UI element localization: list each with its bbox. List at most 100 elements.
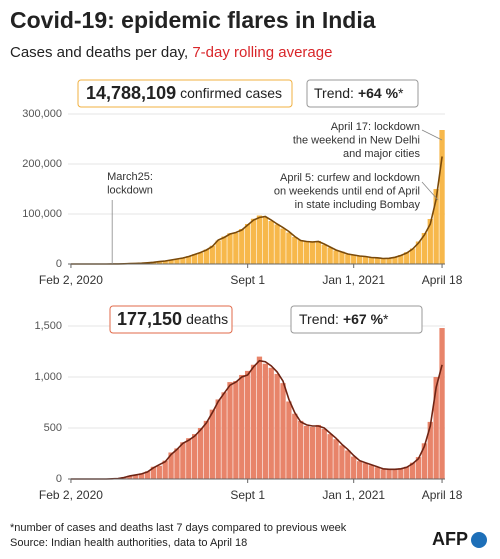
bar — [327, 434, 333, 479]
bar — [439, 328, 445, 479]
bar — [333, 250, 339, 264]
bar — [262, 363, 268, 479]
bar — [303, 425, 310, 479]
bar — [404, 252, 410, 264]
bar — [409, 248, 416, 264]
plot: 0 500 1,000 1,500 Feb 2, 2020 Sept 1 Jan 1, 20… — [34, 320, 462, 502]
subtitle-highlight: 7-day rolling average — [192, 44, 332, 61]
bar — [274, 373, 280, 479]
bar — [150, 466, 157, 479]
bar — [233, 381, 239, 479]
bar — [439, 130, 445, 264]
annotation: on weekends until end of April — [274, 185, 420, 197]
annotation: April 17: lockdown — [331, 121, 420, 133]
bar — [215, 240, 221, 264]
x-tick-label: Feb 2, 2020 — [39, 273, 103, 287]
bar — [203, 420, 210, 479]
bar — [168, 259, 174, 264]
bar — [203, 249, 210, 264]
trend-box — [306, 79, 419, 108]
y-tick-label: 1,500 — [34, 320, 62, 332]
annotation: March25: — [107, 171, 153, 183]
bar — [256, 356, 263, 479]
rolling-average-line — [70, 359, 443, 480]
trend-value: +64 % — [358, 85, 399, 101]
bar — [286, 401, 292, 479]
plot: 0 100,000 200,000 300,000 Feb 2, 2020 Sept 1 J… — [22, 108, 462, 287]
annotation-pointer — [421, 129, 443, 141]
bar — [368, 257, 375, 264]
bar — [356, 256, 363, 264]
bar — [127, 475, 133, 479]
bar — [368, 465, 375, 479]
bar — [256, 215, 263, 264]
bar — [386, 258, 392, 264]
subtitle: Cases and deaths per day, 7-day rolling … — [10, 44, 332, 61]
bar — [227, 382, 233, 479]
bar — [209, 409, 215, 479]
bar — [309, 426, 316, 479]
bar — [197, 428, 204, 479]
bar — [392, 257, 398, 264]
bar — [162, 260, 168, 264]
bar — [274, 224, 280, 264]
total: 177,150 — [117, 309, 182, 329]
bar — [333, 439, 339, 479]
bar — [239, 229, 245, 264]
bar — [298, 420, 304, 479]
annotation: the weekend in New Delhi — [293, 134, 420, 146]
x-tick-label: Sept 1 — [230, 273, 265, 287]
bar — [186, 256, 192, 264]
bar — [421, 233, 428, 264]
trend-text: Trend: +67 %* — [299, 311, 389, 327]
footnote: *number of cases and deaths last 7 days … — [10, 522, 347, 534]
bar — [315, 424, 322, 479]
bar — [191, 434, 198, 479]
y-tick-label: 500 — [44, 422, 62, 434]
bar — [433, 189, 439, 264]
bar — [415, 241, 422, 264]
x-tick-label: Sept 1 — [230, 488, 265, 502]
total: 14,788,109 — [86, 83, 176, 103]
bar — [398, 468, 404, 479]
bar — [409, 462, 416, 479]
annotation: April 5: curfew and lockdown — [280, 172, 420, 184]
subtitle-text: Cases and deaths per day, — [10, 44, 192, 61]
bar — [351, 456, 357, 479]
y-tick-label: 0 — [56, 258, 62, 270]
bar — [415, 457, 422, 479]
y-tick-label: 100,000 — [22, 208, 62, 220]
source: Source: Indian health authorities, data … — [10, 537, 247, 549]
bar — [156, 465, 162, 479]
bar — [180, 257, 186, 264]
bar — [404, 466, 410, 479]
bar — [162, 460, 168, 479]
y-tick-label: 0 — [56, 473, 62, 485]
bar — [339, 251, 345, 264]
total-caption: deaths — [186, 311, 228, 327]
bar — [386, 469, 392, 479]
bar — [298, 240, 304, 264]
bar — [262, 217, 268, 264]
bar — [362, 256, 369, 264]
trend-text: Trend: +64 %* — [314, 85, 404, 101]
bar — [280, 383, 286, 479]
bar — [133, 475, 139, 479]
bar — [345, 254, 351, 264]
bar — [380, 469, 386, 479]
total-text: 177,150 deaths — [117, 309, 228, 329]
bar — [362, 463, 369, 479]
total-box — [109, 305, 233, 334]
bar — [197, 252, 204, 264]
bar — [339, 445, 345, 479]
trend-prefix: Trend: — [314, 85, 354, 101]
bar — [321, 244, 327, 264]
bar — [239, 374, 245, 479]
bar — [309, 241, 316, 264]
bar — [374, 258, 380, 264]
bar — [380, 258, 386, 264]
trend-box — [290, 305, 423, 334]
bar — [209, 245, 215, 264]
